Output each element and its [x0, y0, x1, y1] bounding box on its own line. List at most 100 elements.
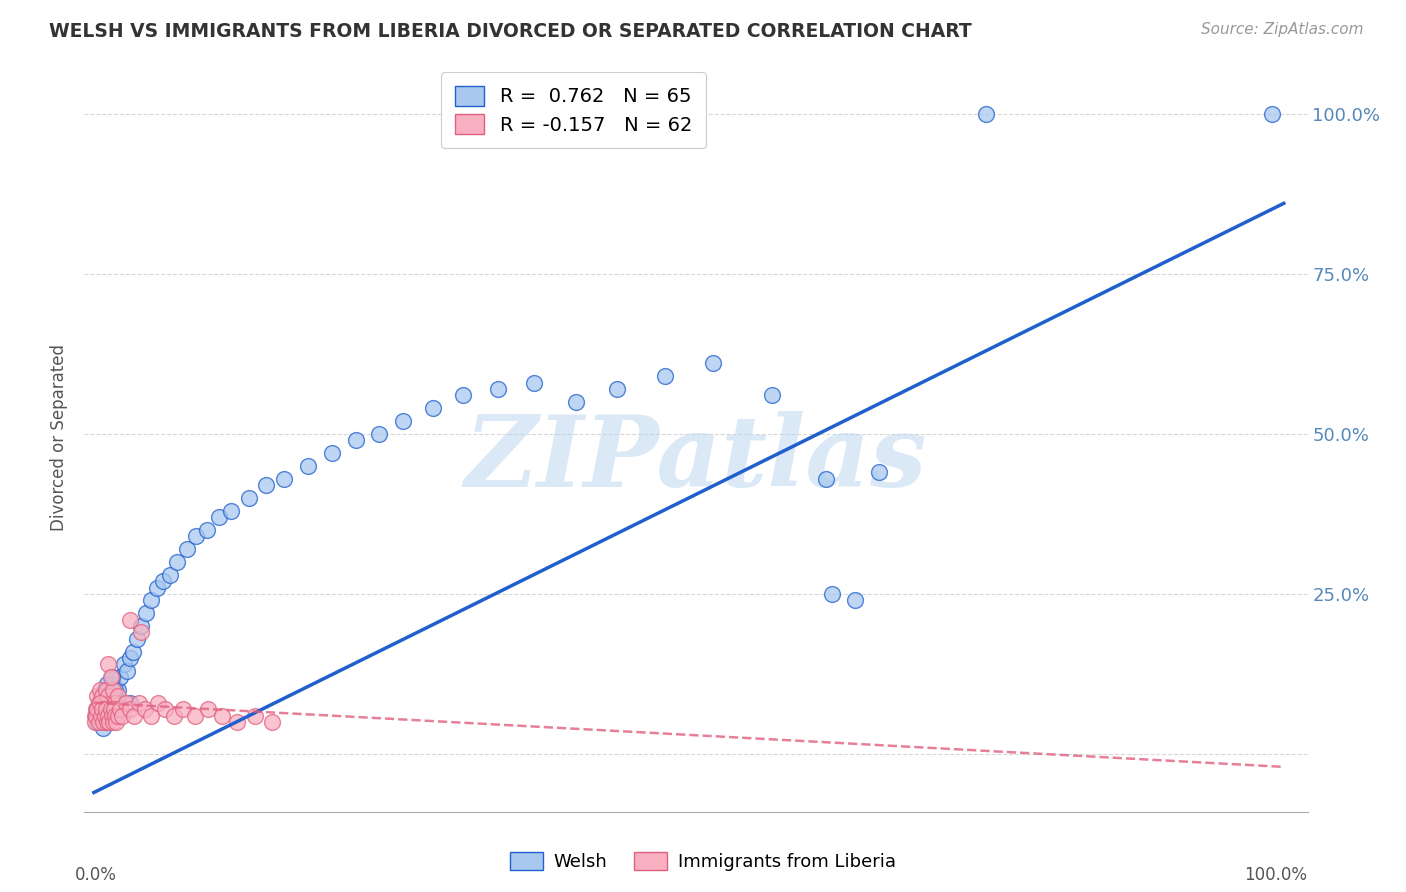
Point	[86, 714, 108, 729]
Point	[118, 702, 141, 716]
Legend: Welsh, Immigrants from Liberia: Welsh, Immigrants from Liberia	[503, 845, 903, 879]
Point	[89, 696, 111, 710]
Point	[91, 702, 114, 716]
Point	[761, 388, 783, 402]
Point	[89, 683, 111, 698]
Point	[238, 491, 260, 505]
Point	[166, 555, 188, 569]
Point	[84, 708, 107, 723]
Point	[96, 676, 118, 690]
Point	[90, 708, 112, 723]
Point	[152, 574, 174, 589]
Point	[93, 683, 115, 698]
Point	[131, 619, 153, 633]
Point	[104, 690, 127, 704]
Point	[94, 702, 117, 716]
Point	[86, 702, 108, 716]
Point	[606, 382, 628, 396]
Point	[422, 401, 444, 416]
Point	[105, 714, 128, 729]
Point	[176, 542, 198, 557]
Point	[254, 478, 277, 492]
Point	[321, 446, 343, 460]
Point	[159, 567, 181, 582]
Point	[344, 434, 367, 448]
Point	[101, 683, 124, 698]
Text: 100.0%: 100.0%	[1244, 865, 1308, 884]
Point	[197, 702, 219, 716]
Point	[103, 708, 125, 723]
Point	[392, 414, 415, 428]
Point	[97, 708, 120, 723]
Point	[108, 702, 131, 716]
Point	[101, 676, 124, 690]
Point	[98, 714, 121, 729]
Point	[93, 722, 115, 736]
Point	[104, 696, 127, 710]
Y-axis label: Divorced or Separated: Divorced or Separated	[51, 343, 69, 531]
Point	[118, 651, 141, 665]
Point	[243, 708, 266, 723]
Point	[868, 465, 890, 479]
Point	[186, 529, 208, 543]
Point	[565, 395, 588, 409]
Point	[118, 696, 141, 710]
Point	[162, 708, 184, 723]
Point	[118, 613, 141, 627]
Point	[139, 708, 162, 723]
Point	[98, 702, 121, 716]
Point	[488, 382, 510, 396]
Point	[91, 690, 114, 704]
Point	[93, 696, 115, 710]
Point	[122, 645, 145, 659]
Point	[219, 504, 242, 518]
Point	[107, 690, 129, 704]
Point	[844, 593, 866, 607]
Point	[974, 106, 997, 120]
Point	[104, 708, 127, 723]
Point	[112, 657, 135, 672]
Point	[97, 690, 120, 704]
Text: WELSH VS IMMIGRANTS FROM LIBERIA DIVORCED OR SEPARATED CORRELATION CHART: WELSH VS IMMIGRANTS FROM LIBERIA DIVORCE…	[49, 22, 972, 41]
Point	[100, 702, 122, 716]
Point	[115, 664, 138, 678]
Point	[184, 708, 207, 723]
Point	[125, 632, 148, 646]
Point	[94, 683, 117, 698]
Point	[100, 670, 122, 684]
Point	[87, 702, 110, 716]
Point	[84, 708, 107, 723]
Point	[814, 472, 837, 486]
Text: ZIPatlas: ZIPatlas	[465, 411, 927, 508]
Point	[262, 714, 284, 729]
Point	[654, 369, 676, 384]
Point	[96, 702, 118, 716]
Point	[134, 702, 156, 716]
Point	[84, 702, 107, 716]
Point	[98, 708, 121, 723]
Point	[96, 714, 118, 729]
Point	[108, 702, 131, 716]
Point	[115, 696, 138, 710]
Point	[93, 708, 115, 723]
Point	[104, 683, 127, 698]
Point	[103, 708, 125, 723]
Point	[155, 702, 177, 716]
Point	[101, 714, 124, 729]
Point	[131, 625, 153, 640]
Point	[107, 708, 129, 723]
Point	[94, 714, 117, 729]
Point	[368, 426, 391, 441]
Point	[100, 702, 122, 716]
Point	[100, 708, 122, 723]
Point	[84, 714, 107, 729]
Point	[523, 376, 546, 390]
Point	[702, 356, 724, 370]
Point	[211, 708, 233, 723]
Point	[86, 690, 108, 704]
Point	[225, 714, 247, 729]
Point	[172, 702, 194, 716]
Point	[93, 708, 115, 723]
Point	[97, 657, 120, 672]
Point	[100, 670, 122, 684]
